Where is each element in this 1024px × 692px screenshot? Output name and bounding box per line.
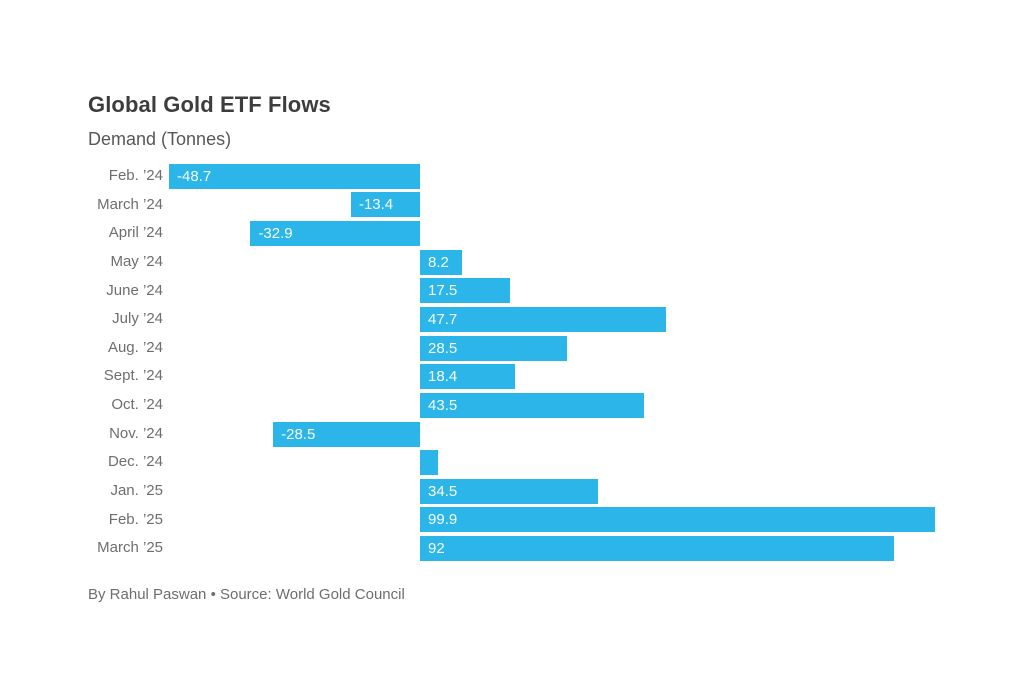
chart-row: March ’25 92: [88, 534, 935, 563]
plot-row: 99.9: [169, 506, 935, 535]
chart-row: May ’24 8.2: [88, 248, 935, 277]
value-label: 99.9: [428, 511, 458, 529]
bar: [420, 307, 666, 332]
category-label: March ’25: [97, 539, 163, 557]
category-label: Dec. ’24: [107, 453, 163, 471]
chart-title: Global Gold ETF Flows: [88, 92, 331, 117]
bar: [420, 450, 439, 476]
chart-row: April ’24 -32.9: [88, 219, 935, 248]
plot-row: -13.4: [169, 191, 935, 220]
bar: [420, 364, 515, 390]
category-label: July ’24: [112, 310, 163, 328]
bar: [420, 536, 895, 562]
plot-row: 8.2: [169, 248, 935, 277]
bar: [420, 249, 463, 275]
plot-row: [169, 448, 935, 477]
plot-row: 17.5: [169, 277, 935, 306]
plot-row: -32.9: [169, 219, 935, 248]
plot-row: 47.7: [169, 305, 935, 334]
value-label: -13.4: [358, 196, 394, 214]
chart-row: March ’24 -13.4: [88, 191, 935, 220]
value-label: 8.2: [428, 253, 449, 271]
chart-row: June ’24 17.5: [88, 277, 935, 306]
chart-row: Aug. ’24 28.5: [88, 334, 935, 363]
category-label: Oct. ’24: [111, 396, 163, 414]
plot-row: 43.5: [169, 391, 935, 420]
chart-row: July ’24 47.7: [88, 305, 935, 334]
value-label: -48.7: [177, 167, 212, 185]
value-label: 47.7: [428, 311, 458, 328]
chart-subtitle: Demand (Tonnes): [88, 129, 232, 149]
value-label: 18.4: [428, 368, 458, 386]
bar: [420, 278, 511, 304]
value-label: 17.5: [428, 282, 458, 300]
category-label: June ’24: [106, 281, 163, 299]
chart-row: Feb. ’25 99.9: [88, 506, 935, 535]
chart-row: Oct. ’24 43.5: [88, 391, 935, 420]
plot-row: -48.7: [169, 162, 935, 191]
value-label: 28.5: [428, 339, 458, 357]
category-label: Feb. ’25: [108, 510, 163, 528]
bar: [420, 335, 567, 361]
value-label: -32.9: [258, 225, 293, 243]
bar: [350, 192, 421, 218]
category-label: March ’24: [97, 195, 163, 213]
chart-row: Dec. ’24: [88, 448, 935, 477]
value-label: 92: [428, 540, 445, 558]
category-label: April ’24: [108, 224, 163, 242]
chart-credit-source: By Rahul Paswan • Source: World Gold Cou…: [88, 586, 405, 603]
plot-row: 18.4: [169, 362, 935, 391]
bar: [250, 221, 421, 247]
plot-row: 28.5: [169, 334, 935, 363]
bar: [420, 478, 598, 504]
chart-row: Jan. ’25 34.5: [88, 477, 935, 506]
category-label: Feb. ’24: [108, 167, 163, 184]
bar: [420, 392, 645, 418]
plot-row: -28.5: [169, 420, 935, 449]
category-label: Nov. ’24: [109, 424, 163, 442]
chart-row: Nov. ’24 -28.5: [88, 420, 935, 449]
value-label: 34.5: [428, 482, 458, 500]
plot-row: 92: [169, 534, 935, 563]
bar: [273, 421, 421, 447]
bar: [420, 507, 935, 533]
plot-row: 34.5: [169, 477, 935, 506]
chart-row: Feb. ’24 -48.7: [88, 162, 935, 191]
chart-row: Sept. ’24 18.4: [88, 362, 935, 391]
value-label: 43.5: [428, 396, 458, 414]
value-label: -28.5: [281, 425, 316, 443]
bar: [169, 163, 421, 189]
bar-chart-plot-area: Feb. ’24 -48.7 March ’24 -13.4 April ’24 -32.…: [88, 162, 935, 563]
category-label: Jan. ’25: [110, 482, 163, 500]
category-label: May ’24: [110, 252, 163, 270]
category-label: Sept. ’24: [103, 367, 163, 385]
category-label: Aug. ’24: [107, 338, 163, 356]
